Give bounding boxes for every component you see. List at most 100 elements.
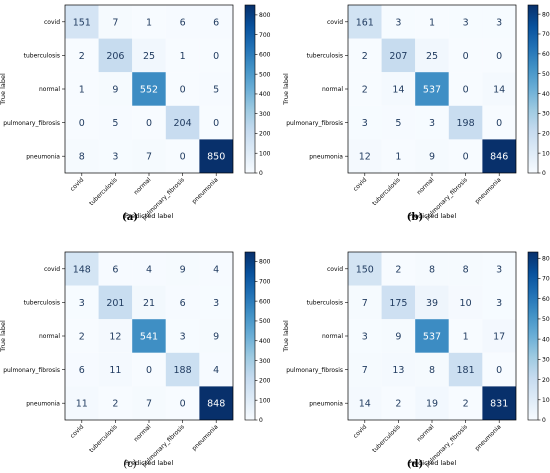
heatmap-cell (65, 139, 99, 173)
cell-value-label: 6 (213, 17, 219, 28)
cell-value-label: 9 (429, 152, 435, 163)
y-tick-label: covid (327, 19, 343, 26)
heatmap-cell (482, 319, 516, 353)
heatmap-cell (98, 139, 133, 173)
cell-value-label: 2 (395, 399, 401, 410)
y-tick-label: normal (39, 86, 60, 93)
cell-value-label: 0 (463, 152, 469, 163)
heatmap-cell (348, 139, 382, 173)
cell-value-label: 207 (389, 51, 407, 62)
heatmap-cell (65, 38, 99, 73)
heatmap-cell (482, 38, 516, 73)
cell-value-label: 0 (463, 85, 469, 96)
cell-value-label: 6 (180, 17, 186, 28)
y-tick-label: pneumonia (26, 153, 60, 160)
y-tick-label: covid (44, 19, 60, 26)
heatmap-cell (98, 285, 133, 320)
cell-value-label: 0 (79, 118, 85, 129)
colorbar-tick-label: 800 (259, 259, 271, 266)
colorbar-tick-label: 0 (542, 170, 546, 177)
x-axis-label: Predicted label (125, 459, 173, 467)
caption-b: (b) (406, 212, 424, 223)
cell-value-label: 0 (213, 51, 219, 62)
cell-value-label: 541 (140, 332, 158, 343)
cell-value-label: 3 (362, 118, 368, 129)
heatmap-cell (98, 352, 133, 387)
x-tick-label: covid (352, 423, 368, 439)
heatmap-cell (381, 72, 416, 106)
y-tick-label: pulmonary_fibrosis (286, 367, 343, 374)
colorbar-tick-label: 200 (542, 130, 550, 137)
heatmap-cell (448, 38, 483, 73)
cell-value-label: 846 (490, 152, 508, 163)
colorbar (244, 251, 256, 421)
x-tick-label: covid (69, 176, 85, 192)
cell-value-label: 188 (174, 365, 192, 376)
y-axis-label: True label (282, 73, 290, 106)
heatmap-cell (448, 72, 483, 106)
heatmap-cell (482, 252, 516, 286)
x-tick-label: tuberculosis (371, 176, 402, 207)
colorbar-tick-label: 300 (259, 358, 271, 365)
cell-value-label: 175 (389, 298, 407, 309)
y-tick-label: normal (322, 333, 343, 340)
colorbar-tick-label: 600 (542, 51, 550, 58)
heatmap-cell (98, 105, 133, 140)
cell-value-label: 3 (180, 332, 186, 343)
x-tick-label: normal (416, 423, 436, 443)
y-tick-label: tuberculosis (307, 53, 343, 60)
colorbar-tick-label: 700 (259, 32, 271, 39)
cell-value-label: 150 (356, 264, 374, 275)
heatmap-cell (132, 5, 166, 39)
heatmap-cell (381, 105, 416, 140)
x-axis-label: Predicted label (408, 459, 456, 467)
colorbar-tick-label: 0 (542, 417, 546, 424)
heatmap-cell (98, 386, 133, 420)
heatmap-cell (381, 139, 416, 173)
heatmap-cell (348, 252, 382, 286)
heatmap-cell (381, 252, 416, 286)
cell-value-label: 4 (146, 264, 152, 275)
x-tick-label: tuberculosis (371, 423, 402, 454)
cell-value-label: 19 (426, 399, 438, 410)
heatmap-cell (482, 139, 516, 173)
confusion-matrix-panel: 161 3 1 3 3 2 207 25 0 0 2 14 537 0 14 3 5 3 198 0 12 1 9 0 846 c… (282, 4, 550, 222)
colorbar-tick-label: 300 (542, 111, 550, 118)
colorbar-tick-label: 600 (259, 52, 271, 59)
x-axis-label: Predicted label (408, 212, 456, 220)
y-tick-label: pneumonia (26, 400, 60, 407)
heatmap-cell (415, 285, 449, 320)
heatmap-cell (199, 72, 233, 106)
x-axis-label: Predicted label (125, 212, 173, 220)
confusion-matrix-panel: 148 6 4 9 4 3 201 21 6 3 2 12 541 3 9 6 11 0 188 4 11 2 7 0 848 c… (0, 251, 271, 469)
cell-value-label: 2 (362, 85, 368, 96)
cell-value-label: 6 (79, 365, 85, 376)
x-tick-label: pneumonia (191, 176, 220, 205)
colorbar-tick-label: 700 (259, 279, 271, 286)
cell-value-label: 8 (79, 152, 85, 163)
heatmap-cell (381, 285, 416, 320)
heatmap-cell (199, 252, 233, 286)
colorbar-tick-label: 400 (542, 91, 550, 98)
cell-value-label: 12 (359, 152, 371, 163)
cell-value-label: 2 (362, 51, 368, 62)
heatmap-cell (415, 319, 449, 353)
heatmap-cell (448, 386, 483, 420)
colorbar-tick-label: 200 (259, 131, 271, 138)
colorbar (527, 4, 539, 174)
heatmap-cell (448, 105, 483, 140)
colorbar-tick-label: 800 (542, 11, 550, 18)
x-tick-label: normal (133, 423, 153, 443)
caption-a: (a) (122, 212, 138, 223)
cell-value-label: 1 (79, 85, 85, 96)
heatmap-cell (98, 38, 133, 73)
cell-value-label: 7 (362, 298, 368, 309)
y-tick-label: covid (44, 266, 60, 273)
cell-value-label: 2 (112, 399, 118, 410)
cell-value-label: 3 (79, 298, 85, 309)
colorbar-tick-label: 100 (542, 397, 550, 404)
heatmap-cell (165, 72, 200, 106)
cell-value-label: 204 (174, 118, 192, 129)
x-tick-label: normal (133, 176, 153, 196)
heatmap-cell (381, 38, 416, 73)
